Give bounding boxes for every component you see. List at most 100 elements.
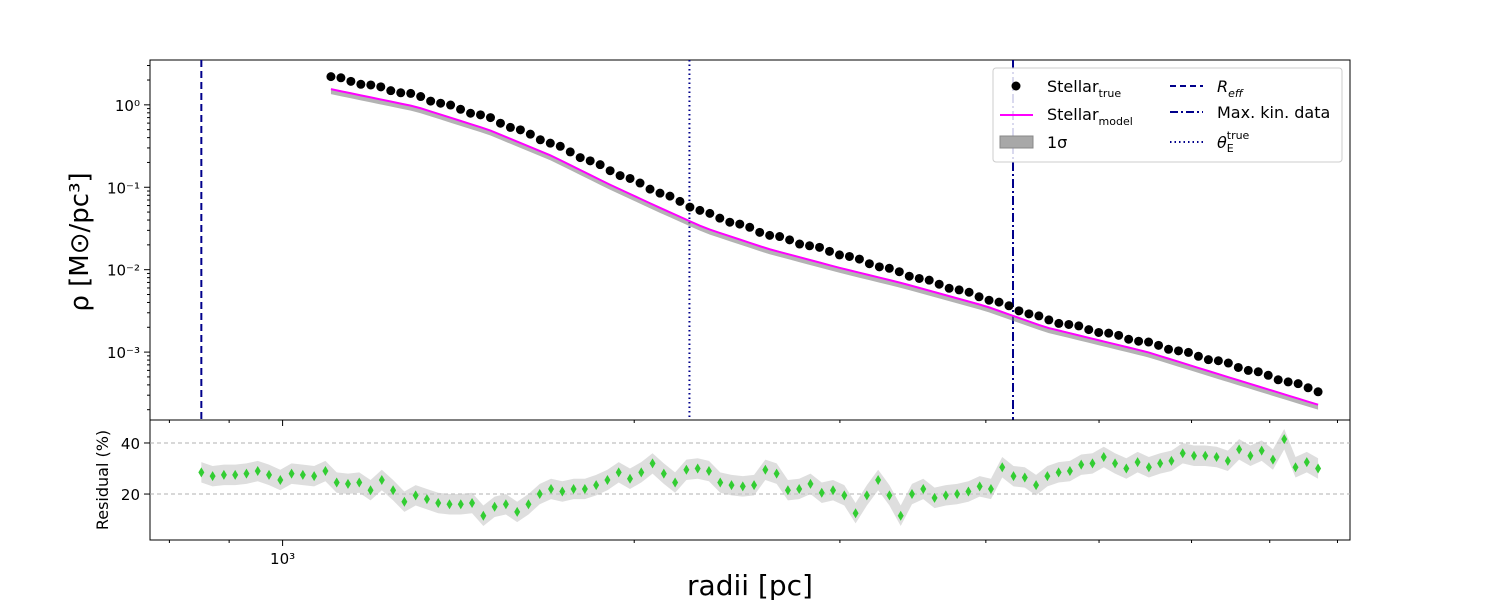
stellar-true-point <box>715 213 725 223</box>
residual-y-tick-label: 40 <box>121 435 140 453</box>
residual-point <box>232 469 239 480</box>
stellar-true-point <box>346 76 356 86</box>
residual-point <box>198 467 205 478</box>
stellar-true-point <box>775 232 785 242</box>
stellar-true-point <box>505 122 515 132</box>
stellar-true-point <box>795 239 805 249</box>
stellar-true-point <box>984 295 994 305</box>
residual-point <box>277 475 284 485</box>
legend-stellar-model-label: Stellarmodel <box>1047 105 1133 128</box>
residual-point <box>367 485 374 496</box>
stellar-true-point <box>595 160 605 170</box>
residual-point <box>751 480 758 491</box>
stellar-true-point <box>446 100 456 110</box>
stellar-true-point <box>854 254 864 264</box>
residual-point <box>852 508 859 519</box>
stellar-true-point <box>1203 355 1213 365</box>
residual-point <box>965 486 972 497</box>
stellar-true-point <box>894 267 904 277</box>
residual-point <box>987 483 994 494</box>
stellar-true-point <box>376 82 386 92</box>
residual-point <box>378 475 385 485</box>
residual-point <box>322 466 329 477</box>
residual-point <box>773 468 780 479</box>
legend-band-marker <box>999 135 1034 149</box>
residual-point <box>1010 471 1017 482</box>
residual-point <box>514 506 521 517</box>
stellar-true-point <box>615 171 625 181</box>
stellar-true-point <box>1193 351 1203 361</box>
residual-point <box>1236 444 1243 455</box>
residual-point <box>1258 445 1265 456</box>
residual-point <box>1292 462 1299 473</box>
stellar-true-point <box>1243 365 1253 375</box>
stellar-true-point <box>1253 367 1263 377</box>
legend-stellar-true-marker <box>1011 81 1021 91</box>
residual-point <box>1078 459 1085 470</box>
residual-point <box>570 483 577 494</box>
residual-point <box>875 475 882 485</box>
residual-point <box>976 481 983 492</box>
residual-point <box>480 510 487 521</box>
residual-point <box>863 490 870 501</box>
stellar-true-point <box>1004 301 1014 311</box>
residual-point <box>604 475 611 485</box>
stellar-true-point <box>1283 377 1293 387</box>
stellar-true-point <box>964 287 974 297</box>
stellar-true-point <box>695 205 705 215</box>
stellar-true-point <box>675 196 685 206</box>
stellar-true-point <box>725 217 735 227</box>
x-tick-label: 10³ <box>270 550 295 568</box>
stellar-true-point <box>665 191 675 201</box>
stellar-true-point <box>1024 309 1034 319</box>
stellar-true-point <box>456 104 466 114</box>
stellar-true-point <box>476 110 486 120</box>
residual-point <box>1112 458 1119 469</box>
legend-theta-label: θEtrue <box>1217 129 1250 155</box>
stellar-true-point <box>1154 340 1164 350</box>
residual-point <box>1033 480 1040 491</box>
stellar-true-point <box>1263 370 1273 380</box>
residual-point <box>1145 462 1152 473</box>
stellar-true-point <box>565 147 575 157</box>
residual-point <box>1179 448 1186 459</box>
residual-point <box>717 477 724 488</box>
stellar-true-point <box>585 156 595 166</box>
stellar-true-point <box>934 279 944 289</box>
stellar-true-point <box>914 273 924 283</box>
residual-point <box>536 489 543 500</box>
legend-maxkin-label: Max. kin. data <box>1217 103 1330 122</box>
residual-gridlines <box>150 442 1350 495</box>
stellar-true-point <box>525 129 535 139</box>
residual-y-tick-label: 20 <box>121 486 140 504</box>
stellar-true-point <box>805 241 815 251</box>
residual-point <box>1157 458 1164 469</box>
residual-point <box>344 478 351 489</box>
residual-point <box>818 487 825 498</box>
density-x-ticks <box>168 420 1338 426</box>
residual-point <box>649 458 656 469</box>
residual-points <box>198 434 1322 521</box>
residual-point <box>1055 467 1062 478</box>
stellar-true-point <box>1313 387 1323 397</box>
density-panel: 10⁰ 10⁻¹ 10⁻² 10⁻³ ρ [M⊙/pc³] <box>65 59 1351 426</box>
residual-point <box>1066 466 1073 477</box>
stellar-true-point <box>755 227 765 237</box>
residual-point <box>886 490 893 501</box>
stellar-true-point <box>815 242 825 252</box>
residual-point <box>1303 457 1310 468</box>
residual-point <box>672 477 679 488</box>
legend-band-label: 1σ <box>1047 133 1067 152</box>
residual-point <box>1247 450 1254 461</box>
stellar-true-point <box>1114 330 1124 340</box>
residual-point <box>593 480 600 491</box>
residual-point <box>457 499 464 510</box>
residual-point <box>502 499 509 510</box>
legend-stellar-true-label: Stellartrue <box>1047 77 1121 100</box>
stellar-true-point <box>864 259 874 269</box>
residual-point <box>683 464 690 475</box>
residual-point <box>784 485 791 496</box>
stellar-true-point <box>735 219 745 229</box>
